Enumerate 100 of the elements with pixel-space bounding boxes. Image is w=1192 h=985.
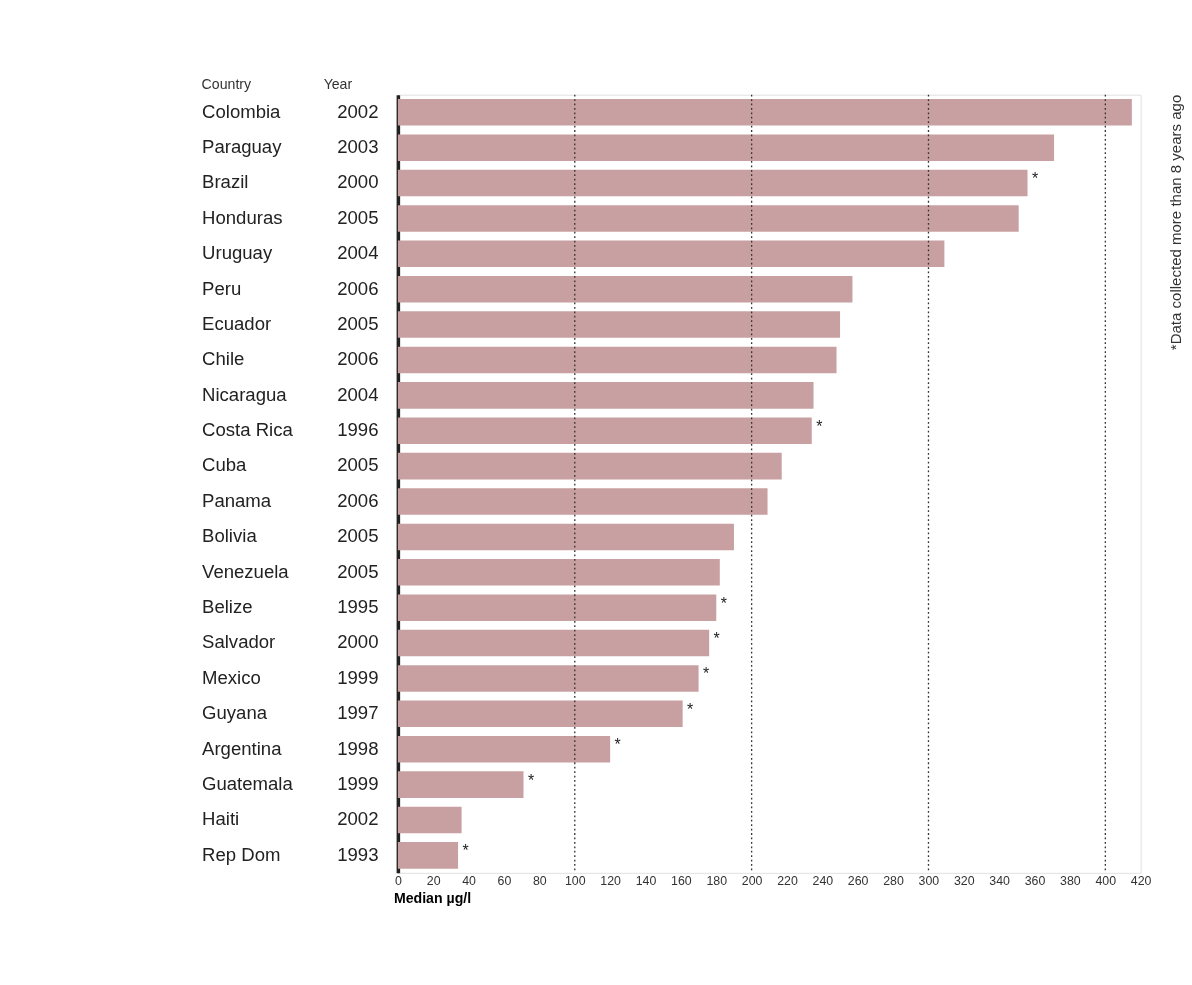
x-tick-label: 240 [812,873,834,888]
x-tick-label: 60 [497,873,512,888]
bar [397,275,853,303]
y-tick-label: Haiti [202,808,240,830]
data-label: * [816,417,823,435]
bar [397,417,812,445]
y-tick-label: Ecuador [202,312,272,334]
bar [397,169,1028,197]
y-tick-label: Venezuela [202,560,290,582]
x-tick-label: 220 [777,873,798,888]
x-tick-label: 40 [462,873,477,888]
y2-tick-label: 2006 [337,489,379,511]
y-tick-label: Panama [202,489,272,511]
y2-tick-label: 2006 [337,348,379,370]
y-tick-label: Colombia [202,100,282,122]
y-tick-label: Guatemala [202,772,294,794]
y-tick-label: Nicaragua [202,383,288,405]
text: *Data collected more than 8 years ago [1166,94,1184,351]
x-tick-label: 280 [883,873,904,888]
x-tick-label: 340 [989,873,1011,888]
bar [397,842,459,869]
data-label: * [720,594,727,612]
bar [397,382,814,409]
x-tick-label: 360 [1024,873,1046,888]
x-tick-label: 300 [918,873,940,888]
x-tick-label: 160 [671,873,692,888]
data-label: * [614,736,621,754]
x-tick-label: 380 [1060,873,1081,888]
bar [397,735,611,763]
data-label: * [527,771,535,789]
bar [397,806,462,834]
y-tick-label: Mexico [202,666,261,688]
data-label: * [703,665,710,683]
x-tick-label: 100 [564,873,586,888]
x-tick-label: 120 [600,873,622,888]
x-tick-label: 140 [635,873,657,888]
y-tick-label: Honduras [202,206,283,228]
y-tick-label: Peru [202,277,242,299]
y-tick-label: Argentina [202,737,283,759]
y-tick-label: Paraguay [202,135,283,157]
bar [397,629,710,657]
data-label: * [687,700,694,718]
y2-tick-label: 1999 [337,772,379,794]
y2-tick-label: 2005 [337,312,379,334]
y2-tick-label: 1997 [337,702,379,724]
x-tick-label: 260 [847,873,869,888]
y2-tick-label: 2002 [337,100,379,122]
y2-tick-label: 1993 [337,843,379,865]
x-tick-label: 0 [394,873,402,888]
y2-tick-label: 2005 [337,560,379,582]
y2-tick-label: 1995 [337,595,379,617]
y2-tick-label: 1998 [337,737,379,759]
y2-tick-label: 2005 [337,454,379,476]
bar [397,205,1019,232]
y-tick-label: Uruguay [202,242,273,264]
y2-tick-label: 2004 [337,383,379,405]
bar [397,523,734,551]
y-tick-label: Costa Rica [202,419,294,441]
y2-tick-label: 2005 [337,206,379,228]
x-tick-label: 400 [1095,873,1117,888]
y-tick-label: Belize [202,595,253,617]
bar [397,559,720,586]
y-tick-label: Brazil [202,171,249,193]
bar [397,98,1132,126]
bar [397,452,782,480]
y2-tick-label: 2006 [337,277,379,299]
y-tick-label: Bolivia [202,525,258,547]
x-tick-label: 420 [1130,873,1152,888]
bar [397,665,699,692]
y2-tick-label: 2000 [337,171,379,193]
x-tick-label: 20 [426,873,441,888]
data-label: * [462,842,469,860]
data-label: * [713,629,720,647]
x-tick-label: 200 [741,873,763,888]
y2-tick-label: 2000 [337,631,379,653]
data-label: * [1031,169,1039,187]
x-axis-title: Median µg/l [393,889,472,906]
bar [397,134,1055,161]
bar [397,311,841,338]
y-tick-label: Cuba [202,454,248,476]
x-tick-label: 320 [953,873,975,888]
y2-tick-label: 2005 [337,525,379,547]
bar [397,240,945,268]
text: Year [323,75,353,92]
text: Country [201,75,253,92]
y-tick-label: Guyana [202,702,268,724]
bar [397,594,717,621]
bar [397,488,768,515]
bar [397,346,837,374]
x-tick-label: 80 [532,873,547,888]
y2-tick-label: 2004 [337,242,379,264]
y2-tick-label: 1999 [337,666,379,688]
y2-tick-label: 2003 [337,135,379,157]
bar [397,700,683,728]
y2-tick-label: 2002 [337,808,379,830]
y-tick-label: Salvador [202,631,276,653]
y-tick-label: Rep Dom [202,843,281,865]
x-tick-label: 180 [706,873,728,888]
y2-tick-label: 1996 [337,419,379,441]
y-tick-label: Chile [202,348,245,370]
